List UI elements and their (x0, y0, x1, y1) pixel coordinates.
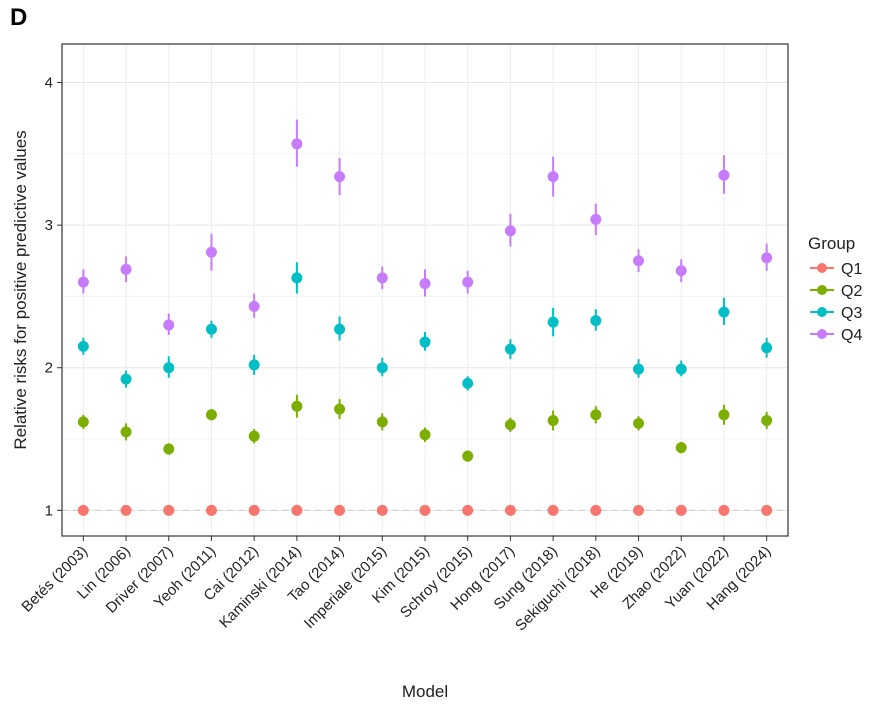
data-point (547, 171, 559, 183)
y-tick-label: 1 (45, 502, 53, 519)
legend-item: Q2 (810, 283, 862, 300)
data-point (248, 300, 260, 312)
data-point (376, 504, 388, 516)
y-axis-ticks: 1 2 3 4 (45, 75, 62, 519)
data-point (163, 443, 175, 455)
data-points (77, 138, 773, 516)
data-point (419, 429, 431, 441)
data-point (718, 504, 730, 516)
data-point (419, 504, 431, 516)
data-point (504, 504, 516, 516)
data-point (718, 306, 730, 318)
data-point (504, 225, 516, 237)
legend-label: Q3 (841, 305, 862, 322)
data-point (590, 213, 602, 225)
data-point (633, 255, 645, 267)
data-point (547, 504, 559, 516)
data-point (120, 373, 132, 385)
data-point (248, 504, 260, 516)
data-point (633, 504, 645, 516)
y-tick-label: 3 (45, 217, 53, 234)
legend-key-point (817, 285, 827, 295)
data-point (675, 363, 687, 375)
data-point (248, 430, 260, 442)
data-point (761, 252, 773, 264)
data-point (419, 336, 431, 348)
data-point (718, 409, 730, 421)
data-point (761, 414, 773, 426)
data-point (547, 316, 559, 328)
y-axis-title: Relative risks for positive predictive v… (11, 130, 30, 449)
data-point (77, 340, 89, 352)
data-point (248, 359, 260, 371)
data-point (205, 323, 217, 335)
data-point (462, 504, 474, 516)
data-point (633, 363, 645, 375)
y-tick-label: 2 (45, 360, 53, 377)
legend-item: Q4 (810, 327, 862, 344)
data-point (718, 169, 730, 181)
data-point (547, 414, 559, 426)
legend-key-point (817, 263, 827, 273)
data-point (291, 504, 303, 516)
legend-key-point (817, 329, 827, 339)
data-point (163, 362, 175, 374)
y-tick-label: 4 (45, 75, 53, 92)
data-point (77, 504, 89, 516)
legend-title: Group (808, 234, 855, 253)
x-axis-title: Model (402, 682, 448, 701)
data-point (462, 377, 474, 389)
legend: Group Q1 Q2 Q3 Q4 (808, 234, 862, 344)
data-point (633, 417, 645, 429)
legend-label: Q2 (841, 283, 862, 300)
data-point (504, 419, 516, 431)
data-point (761, 504, 773, 516)
data-point (334, 504, 346, 516)
data-point (205, 246, 217, 258)
data-point (590, 409, 602, 421)
data-point (376, 416, 388, 428)
legend-label: Q4 (841, 327, 862, 344)
data-point (376, 362, 388, 374)
x-axis-ticks: Betés (2003)Lin (2006)Driver (2007)Yeoh … (18, 536, 774, 634)
data-point (163, 319, 175, 331)
data-point (120, 426, 132, 438)
data-point (462, 276, 474, 288)
data-point (675, 442, 687, 454)
data-point (334, 403, 346, 415)
data-point (462, 450, 474, 462)
data-point (675, 504, 687, 516)
legend-item: Q3 (810, 305, 862, 322)
data-point (376, 272, 388, 284)
data-point (291, 400, 303, 412)
data-point (205, 409, 217, 421)
data-point (120, 504, 132, 516)
data-point (504, 343, 516, 355)
panel-label: D (10, 4, 28, 31)
data-point (675, 265, 687, 277)
data-point (291, 272, 303, 284)
data-point (77, 276, 89, 288)
legend-label: Q1 (841, 261, 862, 278)
data-point (419, 278, 431, 290)
data-point (590, 315, 602, 327)
data-point (334, 323, 346, 335)
data-point (77, 416, 89, 428)
data-point (205, 504, 217, 516)
data-point (334, 171, 346, 183)
data-point (590, 504, 602, 516)
data-point (163, 504, 175, 516)
data-point (761, 342, 773, 354)
legend-item: Q1 (810, 261, 862, 278)
data-point (120, 263, 132, 275)
x-tick-label: Betés (2003) (18, 543, 91, 616)
data-point (291, 138, 303, 150)
legend-key-point (817, 307, 827, 317)
